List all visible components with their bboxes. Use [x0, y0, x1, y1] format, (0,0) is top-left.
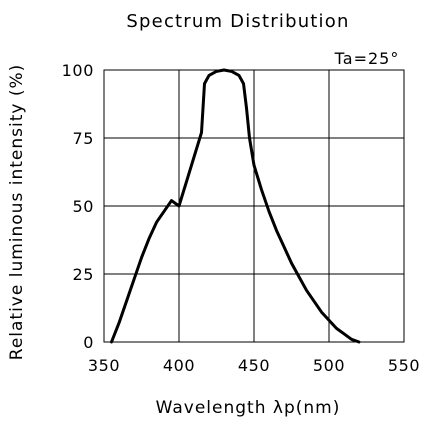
temperature-annotation: Ta=25°: [334, 49, 400, 68]
y-tick-label-0: 0: [83, 333, 94, 352]
series-layer: [110, 68, 361, 344]
x-tick-label-1: 400: [163, 356, 195, 375]
y-tick-labels: 0 25 50 75 100: [62, 61, 94, 352]
y-axis-label: Relative luminous intensity (%): [7, 64, 27, 360]
x-tick-labels: 350 400 450 500 550: [88, 356, 420, 375]
x-axis-label: Wavelength λp(nm): [156, 398, 341, 418]
chart-title: Spectrum Distribution: [126, 11, 349, 32]
x-tick-label-4: 550: [388, 356, 420, 375]
y-tick-label-2: 50: [72, 197, 94, 216]
plot-area-frame: [103, 69, 405, 343]
x-tick-label-0: 350: [88, 356, 120, 375]
x-tick-label-3: 500: [313, 356, 345, 375]
grid-layer: [104, 70, 404, 342]
series-line-0: [110, 68, 361, 344]
y-tick-label-3: 75: [72, 129, 94, 148]
y-tick-label-1: 25: [72, 265, 94, 284]
y-tick-label-4: 100: [62, 61, 94, 80]
x-tick-label-2: 450: [238, 356, 270, 375]
